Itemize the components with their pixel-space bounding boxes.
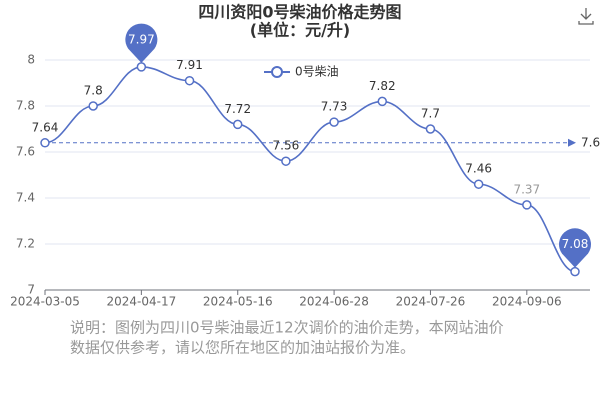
point [281, 156, 291, 166]
average-arrow [568, 138, 576, 147]
value-label: 7.8 [84, 84, 103, 98]
download-icon[interactable] [578, 8, 594, 25]
value-label: 7.37 [513, 182, 540, 196]
download-glyph[interactable] [578, 8, 594, 25]
y-tick-label: 7.8 [16, 99, 35, 113]
value-label: 7.82 [369, 79, 396, 93]
y-tick-label: 7.6 [16, 145, 35, 159]
value-label: 7.46 [465, 162, 492, 176]
value-label: 7.64 [32, 120, 59, 134]
line [44, 66, 576, 273]
value-label: 7.7 [421, 107, 440, 121]
value-label: 7.72 [224, 102, 251, 116]
chart-subtitle: (单位：元/升) [250, 21, 350, 40]
point [184, 75, 195, 86]
x-tick-label: 2024-04-17 [106, 295, 176, 309]
value-label: 7.73 [321, 100, 348, 114]
point [88, 101, 98, 111]
point [570, 266, 580, 277]
legend-marker [271, 66, 283, 78]
value-label: 7.56 [273, 139, 300, 153]
x-tick-label: 2024-07-26 [396, 295, 466, 309]
point [329, 117, 339, 127]
point [425, 124, 436, 134]
pin-label: 7.97 [128, 32, 155, 46]
x-tick-label: 2024-06-28 [299, 295, 369, 309]
point [522, 200, 532, 210]
x-tick-label: 2024-05-16 [203, 295, 273, 309]
y-tick-label: 7.2 [16, 237, 35, 251]
pin-label: 7.08 [562, 237, 589, 251]
y-tick-label: 7.4 [16, 191, 35, 205]
chart-title: 四川资阳0号柴油价格走势图 [198, 3, 401, 22]
x-tick-label: 2024-09-06 [492, 295, 562, 309]
note-line: 说明：图例为四川0号柴油最近12次调价的油价走势，本网站油价 [70, 319, 504, 337]
point [232, 119, 243, 130]
pin [558, 228, 591, 268]
note-line: 数据仅供参考，请以您所在地区的加油站报价为准。 [70, 339, 415, 357]
average-label: 7.6 [581, 135, 600, 149]
value-label: 7.91 [176, 58, 203, 72]
point [377, 96, 388, 107]
pin [125, 23, 158, 63]
x-tick-label: 2024-03-05 [10, 295, 80, 309]
y-tick-label: 8 [27, 53, 35, 67]
point [40, 138, 50, 148]
y-tick-label: 7 [27, 283, 35, 297]
point [473, 179, 484, 189]
legend-label[interactable]: 0号柴油 [295, 65, 339, 79]
point [136, 62, 147, 72]
